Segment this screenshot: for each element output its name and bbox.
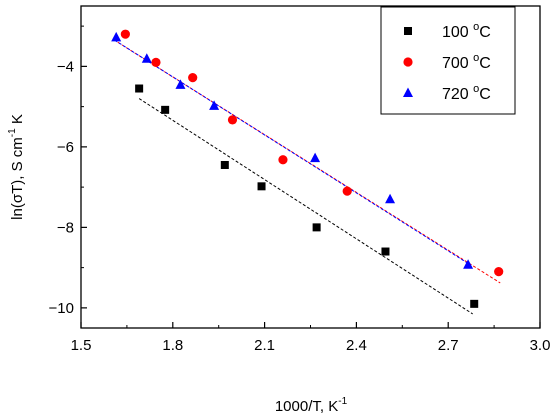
- legend-label-100: 100 oC: [442, 21, 491, 41]
- fit-line-100: [138, 98, 473, 315]
- data-point-700: [227, 115, 238, 125]
- data-point-100: [257, 182, 266, 191]
- data-point-700: [342, 186, 352, 196]
- legend-marker-720: [403, 87, 413, 97]
- legend-marker-700: [403, 57, 413, 67]
- data-point-700: [120, 29, 130, 39]
- data-points: [111, 29, 504, 308]
- y-axis-title: ln(σT), S cm-1 K: [7, 114, 26, 220]
- data-point-720: [463, 259, 474, 269]
- legend-label-720: 720 oC: [442, 83, 491, 103]
- legend-marker-100: [404, 27, 412, 35]
- x-tick-label: 2.4: [346, 337, 367, 354]
- data-point-720: [385, 193, 396, 204]
- y-tick-label: −8: [57, 219, 74, 236]
- data-point-100: [312, 223, 321, 232]
- data-point-700: [151, 57, 161, 67]
- data-point-100: [220, 160, 229, 169]
- data-point-100: [135, 84, 144, 93]
- x-tick-label: 2.1: [254, 337, 275, 354]
- data-point-100: [381, 247, 390, 256]
- data-point-720: [209, 100, 220, 110]
- data-point-100: [161, 105, 170, 114]
- x-tick-label: 1.5: [71, 337, 92, 354]
- x-tick-label: 1.8: [162, 337, 183, 354]
- data-point-700: [494, 267, 504, 277]
- data-point-720: [111, 31, 122, 42]
- data-point-700: [278, 155, 288, 165]
- x-tick-label: 2.7: [438, 337, 459, 354]
- y-tick-label: −4: [57, 58, 74, 75]
- data-point-720: [175, 79, 186, 89]
- y-tick-label: −6: [57, 139, 74, 156]
- x-axis-title: 1000/T, K-1: [275, 396, 348, 415]
- data-point-720: [141, 53, 152, 63]
- x-axis-ticks: 1.5 1.8 2.1 2.4 2.7 3.0: [71, 322, 550, 354]
- data-point-100: [470, 299, 479, 308]
- y-axis-ticks: −4 −6 −8 −10: [49, 25, 87, 317]
- legend-items: 100 oC 700 oC 720 oC: [403, 21, 491, 103]
- data-point-720: [310, 152, 321, 163]
- x-tick-label: 3.0: [530, 337, 550, 354]
- y-tick-label: −10: [49, 300, 74, 317]
- legend-box: [380, 6, 516, 115]
- legend: 100 oC 700 oC 720 oC: [380, 6, 516, 115]
- data-point-700: [188, 73, 198, 83]
- legend-label-700: 700 oC: [442, 52, 491, 72]
